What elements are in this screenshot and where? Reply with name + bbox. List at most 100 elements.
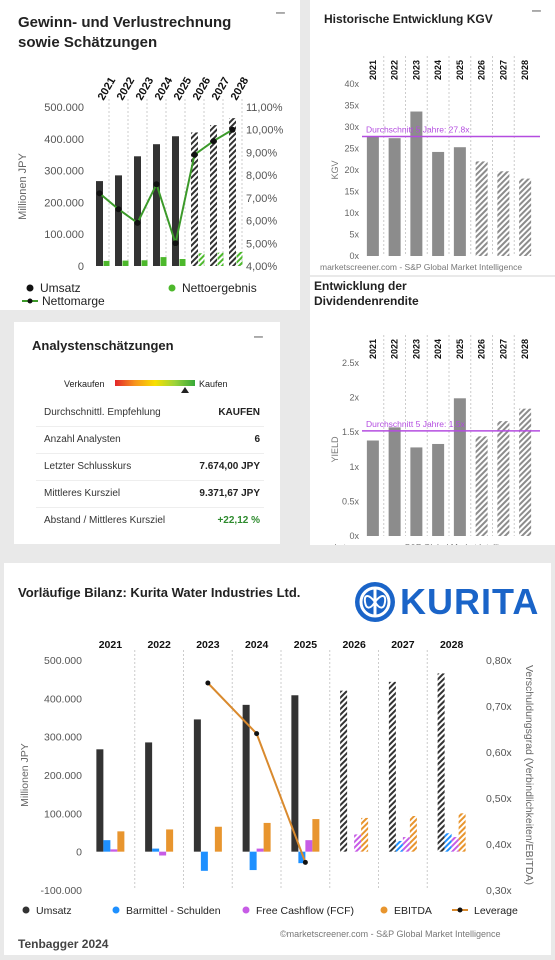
y-tick-label: 200.000 <box>44 197 84 209</box>
bar-umsatz <box>172 136 179 266</box>
x-tick-label: 2027 <box>391 639 415 651</box>
y2-tick-label: 0,40x <box>486 839 512 851</box>
y2-axis-label: Verschuldungsgrad (Verbindlichkeiten/EBI… <box>523 665 535 885</box>
bar-value <box>432 151 445 256</box>
row-value: 7.674,00 JPY <box>199 461 260 472</box>
point-nettomarge <box>115 206 122 213</box>
bar-2 <box>305 840 313 852</box>
y2-tick-label: 0,50x <box>486 793 512 805</box>
y-tick-label: 2x <box>349 393 359 403</box>
bar-3 <box>312 819 320 852</box>
y-tick-label: 0x <box>349 251 359 261</box>
dividend-yield-panel: Entwicklung der Dividendenrendite 0x 0.5x… <box>310 277 555 545</box>
panel-title-line1: Entwicklung der <box>314 279 407 293</box>
x-tick-label: 2024 <box>153 75 176 103</box>
bar-value <box>432 443 445 536</box>
minimize-button[interactable]: – <box>276 4 285 21</box>
row-label: Letzter Schlusskurs <box>44 461 132 472</box>
y-tick-label: 400.000 <box>44 693 82 705</box>
bar-0 <box>291 695 299 852</box>
point-nettomarge <box>153 181 160 188</box>
bar-3 <box>263 822 271 852</box>
bar-0 <box>193 719 201 852</box>
legend-swatch <box>242 906 250 914</box>
bar-value <box>388 138 401 256</box>
bar-value <box>519 408 532 536</box>
y-axis-label: Millionen JPY <box>19 743 31 807</box>
bar-value <box>497 421 510 536</box>
y-tick-label: 200.000 <box>44 770 82 782</box>
row-divider <box>36 453 264 454</box>
kurita-logo-mark <box>355 582 395 622</box>
y-tick-label: 5x <box>349 230 359 240</box>
row-divider <box>36 426 264 427</box>
income-statement-panel: Gewinn- und Verlustrechnung sowie Schätz… <box>0 0 300 310</box>
bar-value <box>475 161 488 256</box>
bar-nettoergebnis <box>160 257 167 266</box>
y-tick-label: 15x <box>344 187 359 197</box>
bar-3 <box>166 829 174 852</box>
bar-value <box>410 111 423 257</box>
bar-value <box>453 147 466 256</box>
x-tick-label: 2026 <box>477 339 487 359</box>
legend-label: EBITDA <box>394 905 432 917</box>
legend-swatch-point <box>457 907 463 913</box>
x-tick-label: 2024 <box>433 60 443 80</box>
bar-umsatz <box>229 118 236 266</box>
y-tick-label: 35x <box>344 101 359 111</box>
panel-title: Vorläufige Bilanz: Kurita Water Industri… <box>18 585 301 600</box>
bar-nettoergebnis <box>236 252 243 266</box>
legend-label: Leverage <box>474 905 518 917</box>
x-tick-label: 2024 <box>433 339 443 359</box>
legend-swatch-nettoergebnis <box>168 284 176 292</box>
bar-2 <box>159 851 167 856</box>
pe-history-panel: Historische Entwicklung KGV – 0x 5x 10x 15x… <box>310 0 555 275</box>
y-tick-label: 0.5x <box>342 496 360 506</box>
y-tick-label: 100.000 <box>44 808 82 820</box>
y-tick-label: 300.000 <box>44 166 84 178</box>
source-credit: marketscreener.com - S&P Global Market I… <box>320 542 522 545</box>
row-value: KAUFEN <box>218 407 260 418</box>
y-tick-label: 1.5x <box>342 427 360 437</box>
gauge-right-label: Kaufen <box>199 379 228 389</box>
y2-tick-label: 7,00% <box>246 193 277 205</box>
gauge-marker-icon <box>180 387 189 393</box>
logo-text: KURITA <box>400 581 540 622</box>
minimize-button[interactable]: – <box>532 2 541 19</box>
bar-umsatz <box>210 125 217 266</box>
y-tick-label: 40x <box>344 79 359 89</box>
yield-chart: 0x 0.5x 1x 1.5x 2x 2.5x YIELD 2021 2022 2023 2024 2… <box>320 335 540 545</box>
minimize-button[interactable]: – <box>254 328 263 345</box>
y-tick-label: 0 <box>78 261 84 273</box>
panel-title-line2: sowie Schätzungen <box>18 34 158 51</box>
row-divider <box>36 507 264 508</box>
bar-nettoergebnis <box>217 252 224 266</box>
x-tick-label: 2021 <box>99 639 123 651</box>
x-tick-label: 2023 <box>134 75 157 102</box>
bar-umsatz <box>134 156 141 266</box>
bar-0 <box>437 673 445 852</box>
bar-nettoergebnis <box>103 260 110 266</box>
x-tick-label: 2023 <box>196 639 220 651</box>
y-axis-label: YIELD <box>330 436 340 463</box>
row-label: Mittleres Kursziel <box>44 488 121 499</box>
y-tick-label: 30x <box>344 122 359 132</box>
panel-title-line1: Gewinn- und Verlustrechnung <box>18 14 232 31</box>
x-tick-label: 2027 <box>210 75 233 102</box>
footer-label: Tenbagger 2024 <box>18 937 109 951</box>
x-tick-label: 2028 <box>229 75 252 102</box>
x-tick-label: 2021 <box>368 60 378 80</box>
y-tick-label: 300.000 <box>44 732 82 744</box>
y2-tick-label: 4,00% <box>246 261 277 273</box>
x-tick-label: 2023 <box>411 60 421 80</box>
x-tick-label: 2022 <box>390 339 400 359</box>
balance-chart: -100.000 0 100.000 200.000 300.000 400.000 500… <box>19 639 535 917</box>
y2-tick-label: 0,30x <box>486 885 512 897</box>
bar-value <box>475 436 488 536</box>
legend-label-nettomarge: Nettomarge <box>42 294 105 308</box>
row-label: Anzahl Analysten <box>44 434 121 445</box>
bar-3 <box>458 813 466 852</box>
legend-swatch <box>380 906 388 914</box>
bar-value <box>497 171 510 256</box>
row-label: Durchschnittl. Empfehlung <box>44 407 161 418</box>
